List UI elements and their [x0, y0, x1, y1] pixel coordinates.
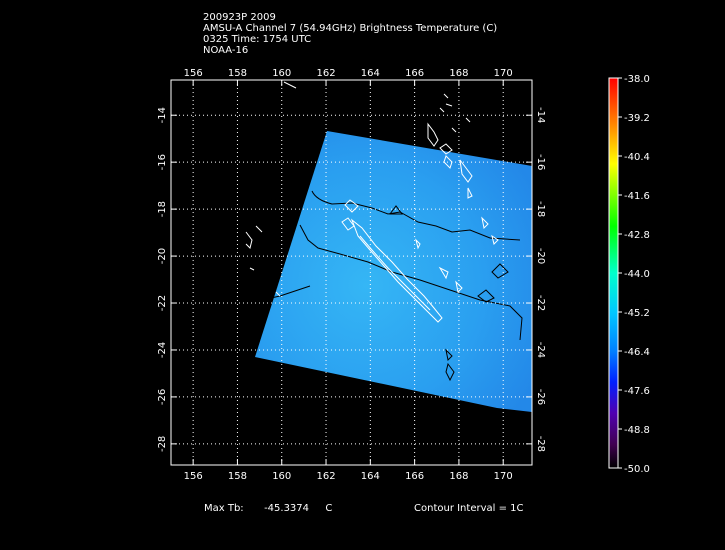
map-frame: [170, 79, 533, 466]
new-caledonia-coast: [350, 218, 443, 323]
lon-label-top: 160: [272, 68, 291, 79]
colorbar-label: -45.2: [624, 308, 650, 319]
max-tb-label: Max Tb:: [204, 503, 244, 514]
temperature-contours: [261, 190, 523, 382]
lon-label-top: 162: [316, 68, 335, 79]
graticule: [171, 80, 532, 465]
lon-label-top: 164: [361, 68, 380, 79]
colorbar-label: -40.4: [624, 152, 650, 163]
colorbar-label: -46.4: [624, 347, 650, 358]
lat-label-left: -18: [157, 201, 168, 217]
plot-header: 200923P 2009 AMSU-A Channel 7 (54.94GHz)…: [203, 12, 497, 56]
colorbar-label: -42.8: [624, 230, 650, 241]
colorbar: [608, 77, 619, 469]
max-tb-unit: C: [325, 503, 333, 514]
lat-label-left: -14: [157, 107, 168, 123]
lon-label-bottom: 170: [494, 471, 513, 482]
lon-label-bottom: 166: [405, 471, 424, 482]
colorbar-label: -44.0: [624, 269, 650, 280]
lon-label-bottom: 164: [361, 471, 380, 482]
lon-label-top: 166: [405, 68, 424, 79]
lat-label-left: -16: [157, 154, 168, 170]
colorbar-label: -50.0: [624, 464, 650, 475]
lat-label-right: -20: [535, 248, 546, 264]
lat-label-right: -14: [535, 107, 546, 123]
max-tb-readout: Max Tb: -45.3374 C: [204, 503, 332, 514]
colorbar-label: -48.8: [624, 425, 650, 436]
lat-label-right: -22: [535, 295, 546, 311]
lat-label-left: -28: [157, 436, 168, 452]
lat-label-left: -20: [157, 248, 168, 264]
lon-label-bottom: 158: [228, 471, 247, 482]
observation-time: 0325 Time: 1754 UTC: [203, 34, 312, 45]
lon-label-bottom: 168: [449, 471, 468, 482]
lat-label-right: -26: [535, 389, 546, 405]
lat-label-right: -18: [535, 201, 546, 217]
axis-tick-labels: 156 156 158 158 160 160 162 162 164 164 166 166 168 1…: [157, 68, 546, 482]
lon-label-bottom: 162: [316, 471, 335, 482]
lon-label-bottom: 160: [272, 471, 291, 482]
storm-id: 200923P 2009: [203, 12, 276, 23]
lon-label-top: 156: [184, 68, 203, 79]
satellite-swath: [255, 131, 532, 412]
lon-label-top: 170: [494, 68, 513, 79]
lat-label-left: -26: [157, 389, 168, 405]
lat-label-left: -24: [157, 342, 168, 358]
lat-label-left: -22: [157, 295, 168, 311]
max-tb-value: -45.3374: [264, 503, 310, 514]
contour-interval: Contour Interval = 1C: [414, 503, 524, 514]
colorbar-label: -41.6: [624, 191, 650, 202]
colorbar-label: -39.2: [624, 113, 650, 124]
colorbar-label: -38.0: [624, 74, 650, 85]
lon-label-top: 158: [228, 68, 247, 79]
lon-label-top: 168: [449, 68, 468, 79]
lat-label-right: -24: [535, 342, 546, 358]
colorbar-label: -47.6: [624, 386, 650, 397]
plot-title: AMSU-A Channel 7 (54.94GHz) Brightness T…: [203, 23, 498, 34]
lat-label-right: -28: [535, 436, 546, 452]
lat-label-right: -16: [535, 154, 546, 170]
coastlines: [245, 81, 499, 323]
satellite-name: NOAA-16: [203, 45, 249, 56]
vanuatu-islands: [427, 122, 439, 147]
colorbar-labels: -38.0 -39.2 -40.4 -41.6 -42.8 -44.0 -45.2 -46.4…: [618, 74, 650, 475]
lon-label-bottom: 156: [184, 471, 203, 482]
